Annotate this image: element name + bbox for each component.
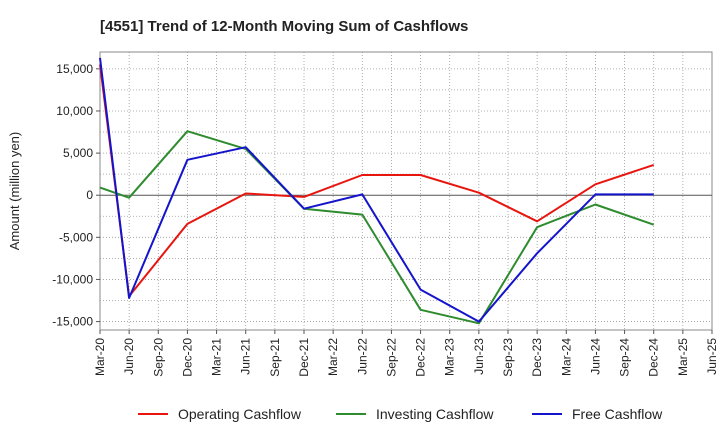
x-tick-label: Jun-23	[472, 338, 486, 375]
x-tick-label: Jun-21	[239, 338, 253, 375]
x-tick-label: Dec-23	[530, 338, 544, 377]
y-tick-label: -15,000	[52, 315, 93, 329]
x-tick-label: Mar-25	[676, 338, 690, 376]
legend-label-free-cashflow: Free Cashflow	[572, 406, 663, 422]
x-tick-label: Sep-22	[384, 338, 398, 377]
y-axis-label: Amount (million yen)	[7, 132, 22, 251]
series-line-operating-cashflow	[99, 64, 655, 298]
legend-label-operating-cashflow: Operating Cashflow	[178, 406, 302, 422]
series-line-investing-cashflow	[99, 130, 655, 325]
y-tick-label: 10,000	[56, 104, 93, 118]
x-tick-label: Sep-21	[268, 338, 282, 377]
x-tick-label: Sep-24	[618, 338, 632, 377]
series-line-free-cashflow	[99, 57, 654, 323]
x-tick-label: Mar-20	[93, 338, 107, 376]
y-tick-label: -10,000	[52, 272, 93, 286]
x-tick-label: Jun-25	[705, 338, 719, 375]
legend-label-investing-cashflow: Investing Cashflow	[376, 406, 494, 422]
chart-title: [4551] Trend of 12-Month Moving Sum of C…	[100, 18, 468, 35]
x-tick-label: Jun-22	[355, 338, 369, 375]
plot-area	[99, 51, 713, 331]
x-tick-label: Mar-22	[326, 338, 340, 376]
x-tick-label: Mar-24	[559, 338, 573, 376]
x-axis-ticks: Mar-20 Jun-20 Sep-20 Dec-20 Mar-21 Jun-21 Sep-…	[93, 330, 719, 377]
x-tick-label: Jun-24	[588, 338, 602, 375]
series-group	[99, 57, 655, 325]
legend: Operating Cashflow Investing Cashflow Free…	[138, 406, 663, 422]
y-tick-label: 0	[86, 188, 93, 202]
x-tick-label: Dec-22	[414, 338, 428, 377]
y-tick-label: 5,000	[63, 146, 93, 160]
y-axis-ticks: -15,000 -10,000 -5,000 0 5,000 10,000 15,000	[52, 62, 100, 329]
x-tick-label: Mar-21	[210, 338, 224, 376]
x-tick-label: Jun-20	[122, 338, 136, 375]
y-tick-label: 15,000	[56, 62, 93, 76]
x-tick-label: Sep-23	[501, 338, 515, 377]
x-tick-label: Dec-21	[297, 338, 311, 377]
x-tick-label: Sep-20	[151, 338, 165, 377]
grid-lines	[100, 52, 712, 330]
y-tick-label: -5,000	[59, 230, 93, 244]
x-tick-label: Dec-24	[647, 338, 661, 377]
x-tick-label: Mar-23	[443, 338, 457, 376]
x-tick-label: Dec-20	[180, 338, 194, 377]
